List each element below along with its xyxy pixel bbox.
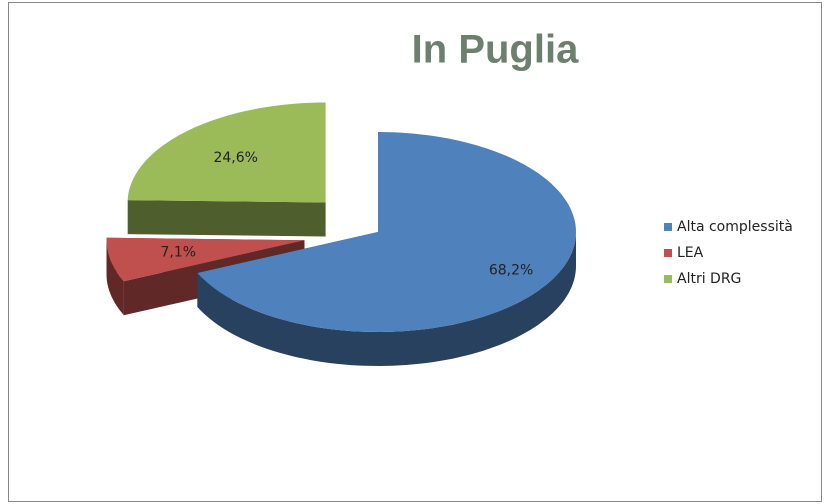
data-label: 24,6% (213, 150, 257, 166)
chart-title: In Puglia (412, 28, 579, 72)
slice (127, 102, 326, 203)
slice-side (197, 232, 576, 366)
legend-label: Alta complessità (677, 219, 793, 235)
legend-swatch (664, 275, 672, 283)
legend-swatch (664, 249, 672, 257)
legend: Alta complessità LEA Altri DRG (664, 219, 793, 287)
pie: 68,2% 7,1% 24,6% (106, 102, 576, 366)
slice-side (106, 240, 124, 316)
legend-swatch (664, 223, 672, 231)
slice-cut-face (127, 200, 326, 237)
legend-label: Altri DRG (677, 271, 741, 287)
legend-label: LEA (677, 245, 704, 261)
data-label: 68,2% (489, 263, 533, 279)
slice (106, 237, 305, 282)
data-label: 7,1% (161, 245, 197, 261)
slice (197, 132, 576, 332)
